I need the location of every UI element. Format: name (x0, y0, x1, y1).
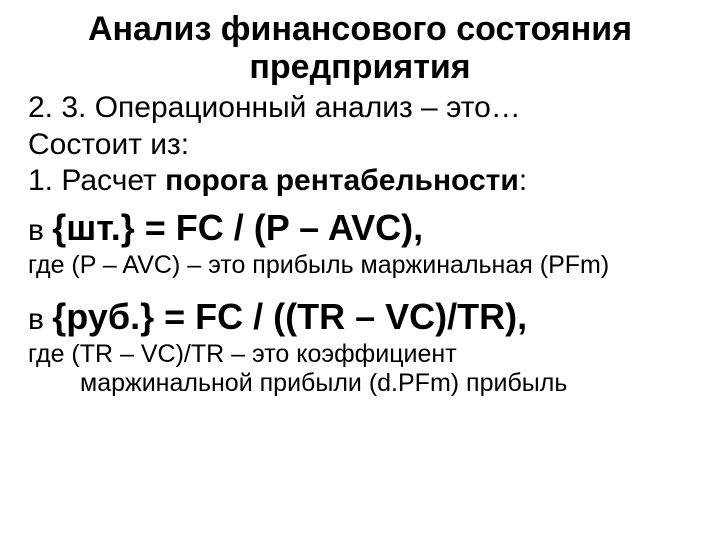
formula-units-prefix: в (28, 214, 52, 247)
note-1: где (P – AVC) – это прибыль маржинальная… (28, 251, 692, 281)
item1-lead: 1. Расчет (28, 164, 165, 197)
note-2-line-1: где (TR – VC)/TR – это коэффициент (28, 340, 457, 368)
note-2: где (TR – VC)/TR – это коэффициент маржи… (28, 340, 692, 399)
title-line-1: Анализ финансового состояния (88, 10, 632, 48)
formula-rubles-body: {руб.} = FC / ((TR – VC)/TR), (52, 296, 527, 337)
slide-title: Анализ финансового состояния предприятия (28, 10, 692, 86)
note-2-line-2: маржинальной прибыли (d.PFm) прибыль (28, 369, 692, 399)
slide: Анализ финансового состояния предприятия… (0, 0, 720, 540)
item1-bold: порога рентабельности (165, 164, 519, 197)
list-item-1: 1. Расчет порога рентабельности: (28, 163, 692, 200)
section-number: 2. 3. Операционный анализ – это… (28, 90, 692, 127)
title-line-2: предприятия (249, 48, 470, 86)
formula-units: в {шт.} = FC / (P – AVC), (28, 206, 692, 249)
formula-rubles: в {руб.} = FC / ((TR – VC)/TR), (28, 295, 692, 338)
formula-units-body: {шт.} = FC / (P – AVC), (52, 207, 423, 248)
consists-of: Состоит из: (28, 127, 692, 164)
item1-colon: : (519, 164, 527, 197)
formula-rubles-prefix: в (28, 303, 52, 336)
